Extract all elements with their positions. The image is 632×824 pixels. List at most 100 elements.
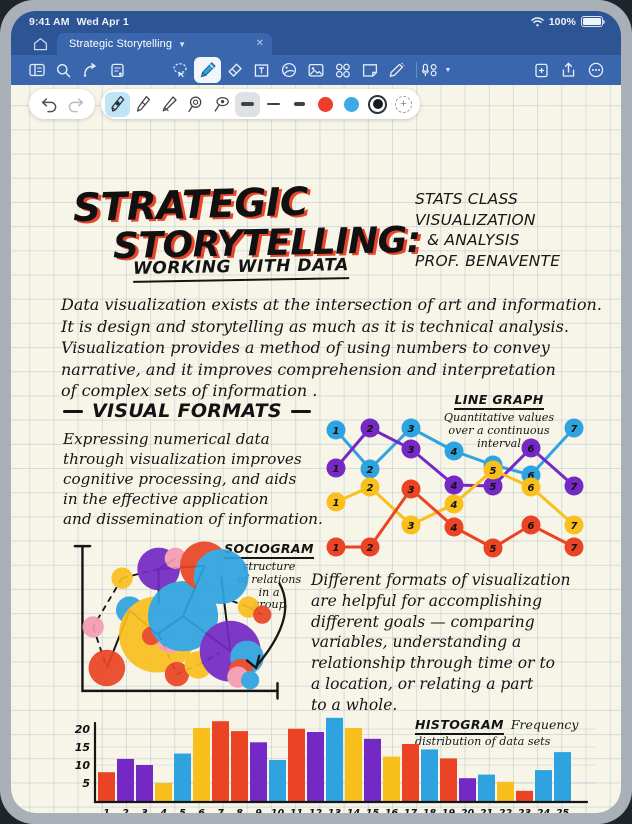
svg-text:19: 19 — [442, 808, 456, 813]
svg-text:1: 1 — [333, 426, 340, 437]
svg-text:15: 15 — [366, 808, 380, 813]
line-points-blue: 1 2 3 4 5 6 7 — [326, 418, 584, 485]
pen-tools-group[interactable]: + — [101, 89, 420, 119]
new-page-icon[interactable] — [528, 57, 555, 83]
share-jump-icon[interactable] — [77, 57, 104, 83]
histogram-axes — [93, 721, 589, 804]
svg-text:17: 17 — [404, 808, 418, 813]
line-points-red: 1 2 3 4 5 6 7 — [326, 479, 584, 558]
home-icon[interactable] — [23, 33, 57, 55]
svg-text:5: 5 — [490, 544, 497, 555]
search-icon[interactable] — [50, 57, 77, 83]
svg-text:7: 7 — [571, 424, 578, 435]
svg-text:11: 11 — [290, 808, 303, 813]
visual-formats-label: VISUAL FORMATS — [92, 400, 282, 422]
svg-text:3: 3 — [141, 808, 148, 813]
histogram-label: HISTOGRAM Frequency distribution of data… — [415, 717, 610, 749]
course-line-3: & ANALYSIS — [427, 231, 520, 249]
fountain-pen-icon[interactable] — [105, 91, 130, 117]
stroke-width-medium[interactable] — [261, 92, 286, 117]
svg-text:6: 6 — [198, 808, 205, 813]
svg-text:23: 23 — [518, 808, 532, 813]
course-line-2: VISUALIZATION — [415, 210, 536, 229]
record-audio-icon[interactable]: ▼ — [421, 57, 452, 83]
intro-line-5: of complex sets of information . — [61, 381, 318, 400]
intro-paragraph: Data visualization exists at the interse… — [61, 294, 606, 402]
stroke-width-thick[interactable] — [235, 91, 260, 117]
svg-text:2: 2 — [367, 483, 374, 494]
intro-line-1: Data visualization exists at the interse… — [61, 295, 602, 314]
page-options-icon[interactable] — [104, 57, 131, 83]
svg-text:8: 8 — [236, 808, 243, 813]
note-canvas[interactable]: STRATEGIC STORYTELLING: WORKING WITH DAT… — [11, 85, 621, 813]
fp-line-6: a location, or relating a part — [311, 674, 534, 693]
lasso-pen-icon[interactable] — [209, 92, 234, 117]
visual-formats-heading: VISUAL FORMATS — [63, 400, 311, 422]
sociogram-chart — [73, 541, 287, 700]
svg-text:3: 3 — [408, 424, 415, 435]
lasso-select-icon[interactable] — [167, 57, 194, 83]
vf-line-4: in the effective application — [63, 490, 269, 508]
histogram-chart: 20 15 10 5 — [75, 717, 595, 813]
tab-title: Strategic Storytelling — [69, 38, 173, 50]
svg-text:7: 7 — [571, 521, 578, 532]
svg-text:6: 6 — [528, 444, 535, 455]
add-color-icon[interactable]: + — [391, 92, 416, 117]
svg-text:2: 2 — [122, 808, 129, 813]
wifi-icon — [530, 16, 544, 27]
text-box-icon[interactable] — [248, 57, 275, 83]
highlight-marker-icon[interactable] — [383, 57, 410, 83]
svg-text:7: 7 — [217, 808, 224, 813]
ballpoint-pen-icon[interactable] — [131, 92, 156, 117]
svg-text:20: 20 — [461, 808, 475, 813]
eraser-tool-icon[interactable] — [221, 57, 248, 83]
line-points-yellow: 1 2 3 4 5 6 7 — [326, 460, 584, 535]
svg-text:12: 12 — [309, 808, 323, 813]
pen-palette[interactable]: + — [29, 89, 420, 119]
close-icon[interactable]: ✕ — [255, 38, 264, 49]
shape-tool-icon[interactable] — [275, 57, 302, 83]
histogram-x-axis-labels: 1 2 3 4 5 6 7 8 9 10 11 12 13 14 15 16 1 — [103, 808, 569, 813]
undo-redo-group[interactable] — [29, 89, 95, 119]
svg-text:10: 10 — [75, 759, 91, 772]
toolbar-divider — [416, 62, 417, 78]
line-graph-subtitle: Quantitative values over a continuous inte… — [443, 411, 555, 450]
highlighter-pen-icon[interactable] — [157, 92, 182, 117]
svg-text:2: 2 — [367, 543, 374, 554]
tab-strategic-storytelling[interactable]: Strategic Storytelling ▼ ✕ — [57, 33, 272, 55]
svg-text:9: 9 — [255, 808, 262, 813]
chevron-down-icon[interactable]: ▼ — [178, 39, 187, 49]
svg-text:5: 5 — [490, 466, 497, 477]
svg-text:14: 14 — [347, 808, 361, 813]
svg-text:25: 25 — [556, 808, 570, 813]
svg-text:18: 18 — [423, 808, 437, 813]
histogram-title: HISTOGRAM — [415, 717, 504, 735]
svg-text:1: 1 — [333, 498, 340, 509]
color-swatch-red[interactable] — [313, 92, 338, 117]
share-icon[interactable] — [555, 57, 582, 83]
pen-tool-icon[interactable] — [194, 57, 221, 83]
stroke-width-thin[interactable] — [287, 92, 312, 117]
course-line-1: STATS CLASS — [415, 190, 518, 208]
fp-line-4: variables, understanding a — [311, 633, 522, 652]
color-swatch-blue[interactable] — [339, 92, 364, 117]
svg-text:1: 1 — [333, 543, 340, 554]
histogram-bars — [98, 717, 571, 802]
status-bar: 9:41 AM Wed Apr 1 100% — [11, 11, 621, 32]
chevron-down-icon[interactable]: ▼ — [444, 66, 452, 74]
sidebar-toggle-icon[interactable] — [23, 57, 50, 83]
color-swatch-black[interactable] — [365, 92, 390, 117]
svg-text:1: 1 — [333, 464, 340, 475]
sticky-note-icon[interactable] — [356, 57, 383, 83]
more-options-icon[interactable] — [582, 57, 609, 83]
fp-line-7: to a whole. — [311, 695, 398, 714]
fp-line-2: are helpful for accomplishing — [311, 591, 543, 610]
eraser-pen-icon[interactable] — [183, 92, 208, 117]
insert-image-icon[interactable] — [302, 57, 329, 83]
svg-text:21: 21 — [480, 808, 493, 813]
line-graph-label: LINE GRAPH Quantitative values over a con… — [439, 391, 559, 450]
undo-icon[interactable] — [37, 92, 61, 116]
sticker-icon[interactable] — [329, 57, 356, 83]
sociogram-title: SOCIOGRAM — [224, 541, 314, 559]
redo-icon[interactable] — [63, 92, 87, 116]
